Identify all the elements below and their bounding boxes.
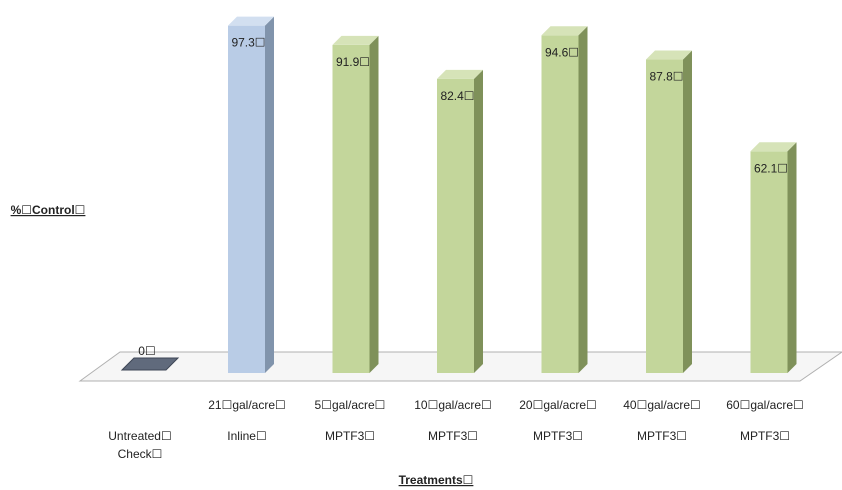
value-label: 97.3☐ [231,36,265,50]
x-tick-label: Check☐ [118,447,163,461]
value-label: 0☐ [138,344,155,358]
x-tick-label: 5☐gal/acre☐ [315,398,386,412]
bar [332,35,379,374]
value-label: 87.8☐ [649,70,683,84]
bar [228,16,274,373]
x-tick-label: Untreated☐ [108,429,171,443]
bar-front [437,78,474,373]
bar-top [541,26,588,36]
bar-front [750,151,788,373]
bar-side [474,69,483,373]
x-axis-label: Treatments☐ [399,473,474,487]
bar-front [541,35,579,373]
bar [541,26,588,373]
bar-top [228,16,274,26]
bar [750,142,797,373]
x-tick-label: MPTF3☐ [533,429,583,443]
x-tick-label: 60☐gal/acre☐ [726,398,804,412]
x-tick-labels-group: Untreated☐ Check☐ 21☐gal/acre☐ Inline☐ 5☐gal… [108,398,804,461]
x-tick-label: 20☐gal/acre☐ [519,398,597,412]
x-tick-label: MPTF3☐ [637,429,687,443]
bar-front [332,44,370,374]
bar-top [646,50,692,60]
bar [646,50,692,373]
bar-side [787,142,797,373]
x-tick-label: 10☐gal/acre☐ [414,398,492,412]
x-tick-label: 21☐gal/acre☐ [208,398,286,412]
x-tick-label: MPTF3☐ [428,429,478,443]
bar-top [750,142,797,152]
bar-front [646,59,683,373]
value-label: 91.9☐ [336,55,370,69]
bar [437,69,483,373]
value-label: 82.4☐ [440,89,474,103]
bar-top [332,35,379,45]
x-tick-label: MPTF3☐ [740,429,790,443]
bar-side [683,50,692,373]
bar-side [578,26,588,373]
value-label: 62.1☐ [754,161,788,175]
x-tick-label: 40☐gal/acre☐ [623,398,701,412]
bar-face [120,357,180,371]
value-labels-group: 0☐ 97.3☐ 91.9☐ 82.4☐ 94.6☐ 87.8☐ 62.1☐ [138,36,788,358]
bars-group [120,16,797,374]
x-tick-label: Inline☐ [227,429,266,443]
bar-front [228,25,265,373]
y-axis-label: %☐Control☐ [11,203,86,217]
bar-top [437,69,483,79]
x-tick-label: MPTF3☐ [325,429,375,443]
value-label: 94.6☐ [545,45,579,59]
bar-side [265,16,274,373]
bar [120,357,180,371]
bar-side [369,35,379,374]
